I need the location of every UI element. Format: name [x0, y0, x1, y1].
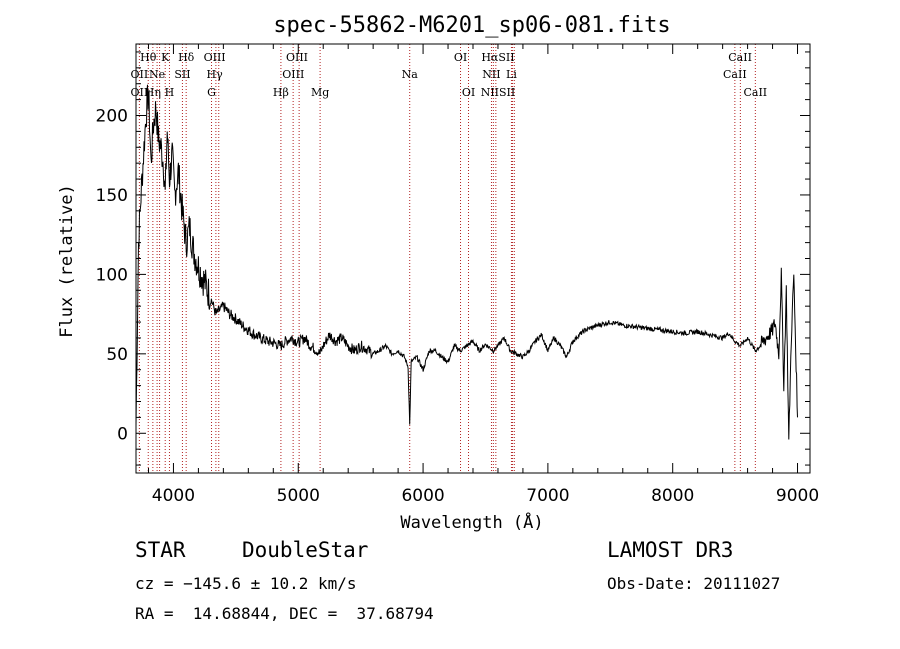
coordinates: RA = 14.68844, DEC = 37.68794: [135, 604, 434, 623]
line-label: OIII: [286, 51, 308, 64]
line-label: K: [161, 51, 170, 64]
line-label: OI: [454, 51, 467, 64]
line-label: G: [207, 86, 216, 99]
line-label: OIII: [282, 68, 304, 81]
object-class: STAR: [135, 538, 186, 562]
line-label: Hβ: [273, 86, 289, 99]
line-label: H: [165, 86, 175, 99]
x-axis-label: Wavelength (Å): [400, 511, 543, 533]
x-tick-label: 8000: [651, 486, 694, 506]
chart-title: spec-55862-M6201_sp06-081.fits: [273, 13, 670, 38]
x-tick-label: 5000: [277, 486, 320, 506]
observation-date: Obs-Date: 20111027: [607, 574, 781, 593]
y-tick-label: 150: [96, 186, 128, 206]
y-tick-label: 50: [106, 345, 128, 365]
y-tick-label: 0: [117, 424, 128, 444]
line-label: CaII: [743, 86, 767, 99]
object-subclass: DoubleStar: [242, 538, 369, 562]
line-label: SII: [174, 68, 190, 81]
x-tick-label: 7000: [526, 486, 569, 506]
line-label: CaII: [723, 68, 747, 81]
spectrum-series-line: [135, 84, 798, 440]
spectral-line-labels: Hθ K Hδ OIII OIII OI HαSII CaII OII Ne SII Hγ OIII Na…: [131, 51, 768, 99]
spectral-line-markers: [138, 44, 756, 473]
x-tick-label: 9000: [776, 486, 819, 506]
line-label: Na: [402, 68, 419, 81]
line-label: NIISII: [481, 86, 516, 99]
line-label: Li: [506, 68, 517, 81]
x-tick-label: 4000: [152, 486, 195, 506]
redshift-velocity: cz = −145.6 ± 10.2 km/s: [135, 574, 357, 593]
line-label: Ne: [149, 68, 165, 81]
line-label: OI: [462, 86, 475, 99]
line-label: Hδ: [178, 51, 195, 64]
line-label: OII: [131, 86, 149, 99]
line-label: Mg: [311, 86, 329, 99]
line-label: Hθ: [140, 51, 157, 64]
line-label: NII: [482, 68, 500, 81]
plot-frame: [135, 43, 811, 474]
y-tick-label: 200: [96, 107, 128, 127]
line-label: OIII: [204, 51, 226, 64]
y-axis-label: Flux (relative): [57, 184, 77, 338]
line-label: Hγ: [207, 68, 224, 81]
line-label: HαSII: [481, 51, 514, 64]
y-tick-label: 100: [96, 265, 128, 285]
axis-ticks: 4000 5000 6000 7000 8000 9000 0 50 100 150 200: [96, 44, 819, 506]
survey-name: LAMOST DR3: [607, 538, 734, 562]
line-label: CaII: [728, 51, 752, 64]
line-label: OII: [131, 68, 149, 81]
x-tick-label: 6000: [401, 486, 444, 506]
